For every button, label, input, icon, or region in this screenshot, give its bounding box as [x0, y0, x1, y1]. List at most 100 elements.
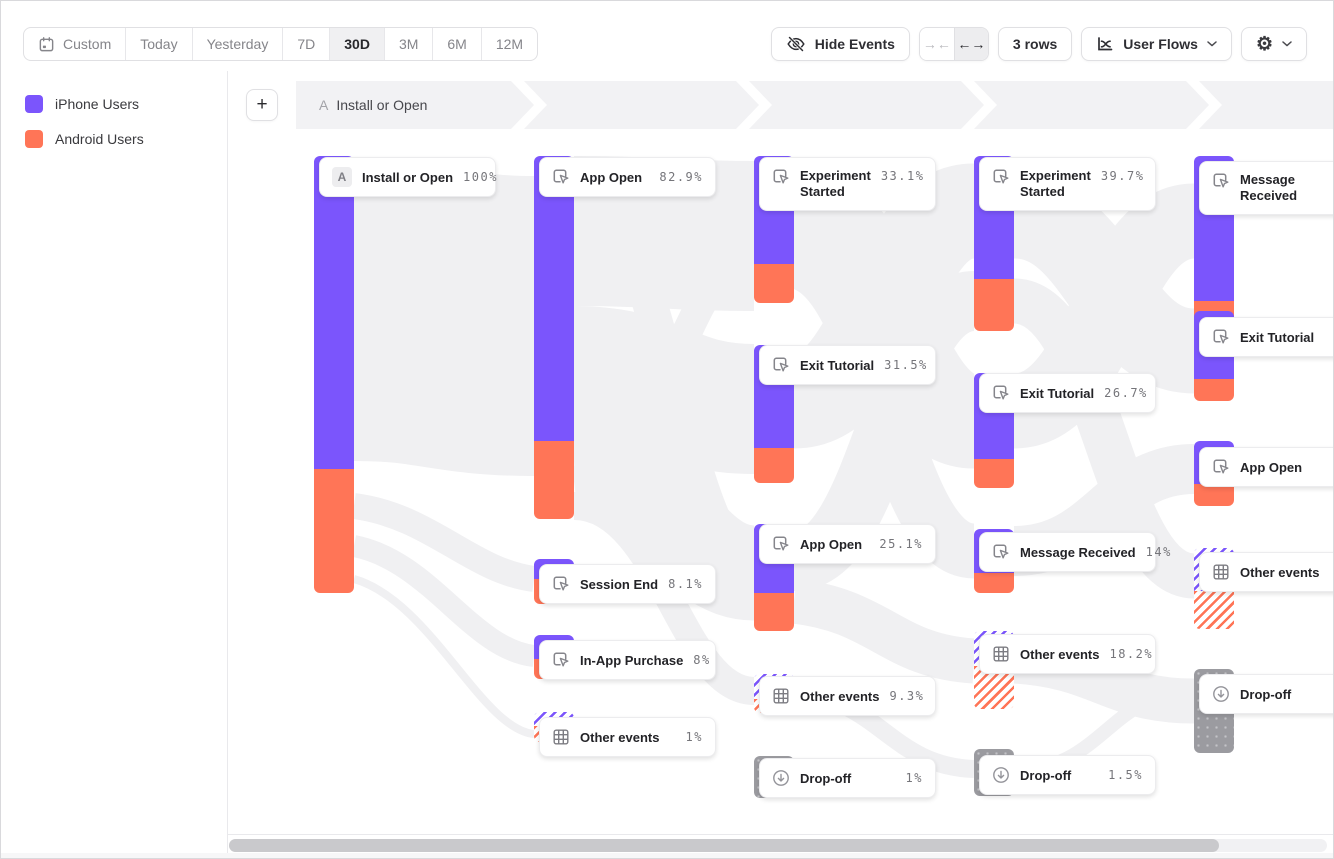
node-pct: 1.5%	[1108, 768, 1143, 782]
event-icon	[1212, 328, 1230, 346]
node-label: Drop-off	[800, 770, 852, 786]
node-label: Session End	[580, 576, 659, 592]
path-header-band[interactable]: A Install or Open	[296, 81, 1333, 129]
node-card-install-or-open[interactable]: A Install or Open 100%	[319, 157, 496, 197]
node-card-in-app-purchase[interactable]: In-App Purchase 8%	[539, 640, 716, 680]
node-label: Other events	[1240, 564, 1320, 580]
node-card-message-received[interactable]: Message Received	[1199, 161, 1333, 215]
event-icon	[772, 168, 790, 186]
node-pct: 14%	[1145, 545, 1172, 559]
date-range-7d[interactable]: 7D	[283, 28, 331, 60]
event-icon	[552, 575, 570, 593]
grid-icon	[1212, 563, 1230, 581]
horizontal-scrollbar-thumb[interactable]	[229, 839, 1219, 852]
node-card-app-open[interactable]: App Open 82.9%	[539, 157, 716, 197]
event-icon	[1212, 458, 1230, 476]
event-icon	[772, 535, 790, 553]
toolbar: Custom Today Yesterday 7D 30D 3M 6M 12M …	[1, 1, 1333, 67]
iphone-swatch	[25, 95, 43, 113]
date-range-yesterday[interactable]: Yesterday	[193, 28, 284, 60]
collapse-columns-button[interactable]: →←	[919, 28, 954, 60]
date-range-30d[interactable]: 30D	[330, 28, 385, 60]
flow-bar-install-or-open[interactable]	[314, 156, 354, 593]
node-card-experiment-started[interactable]: Experiment Started 33.1%	[759, 157, 936, 211]
gear-icon: ⚙	[1255, 33, 1273, 55]
date-range-custom[interactable]: Custom	[24, 28, 127, 60]
sidebar-divider	[227, 71, 228, 853]
node-card-session-end[interactable]: Session End 8.1%	[539, 564, 716, 604]
flows-chart-icon	[1096, 35, 1114, 53]
node-pct: 31.5%	[884, 358, 928, 372]
path-step-a[interactable]: A Install or Open	[319, 81, 427, 129]
node-card-app-open[interactable]: App Open 25.1%	[759, 524, 936, 564]
node-label: Other events	[580, 729, 660, 745]
footer-strip	[1, 853, 1333, 858]
drop-off-icon	[1212, 685, 1230, 703]
expand-icon: ←→	[957, 36, 986, 52]
node-card-drop-off[interactable]: Drop-off 1%	[759, 758, 936, 798]
node-card-other-events[interactable]: Other events 18.2%	[979, 634, 1156, 674]
path-chevron-separators	[511, 81, 1222, 129]
node-pct: 100%	[463, 170, 498, 184]
horizontal-scrollbar-track[interactable]	[229, 839, 1327, 852]
node-pct: 33.1%	[880, 169, 925, 183]
event-icon	[552, 651, 570, 669]
node-card-other-events[interactable]: Other events	[1199, 552, 1333, 592]
chevron-down-icon	[1207, 41, 1217, 47]
date-range-label: Custom	[63, 36, 112, 52]
node-label: Exit Tutorial	[1240, 329, 1315, 345]
legend-item-android[interactable]: Android Users	[25, 130, 144, 148]
rows-button[interactable]: 3 rows	[997, 27, 1073, 61]
node-card-app-open[interactable]: App Open	[1199, 447, 1333, 487]
step-badge: A	[319, 97, 329, 113]
step-label: Install or Open	[336, 97, 428, 113]
node-pct: 1%	[905, 771, 923, 785]
drop-off-icon	[992, 766, 1010, 784]
date-range-12m[interactable]: 12M	[495, 36, 524, 52]
event-icon	[992, 384, 1010, 402]
chart-bottom-border	[227, 834, 1333, 835]
date-range-today[interactable]: Today	[126, 28, 193, 60]
node-label: Install or Open	[362, 169, 454, 185]
expand-columns-button[interactable]: ←→	[953, 28, 988, 60]
node-pct: 18.2%	[1109, 647, 1154, 661]
legend-item-iphone[interactable]: iPhone Users	[25, 95, 144, 113]
date-range-control: Custom Today Yesterday 7D 30D 3M 6M 12M	[23, 27, 539, 61]
settings-button[interactable]: ⚙	[1240, 27, 1307, 61]
node-card-drop-off[interactable]: Drop-off 1.5%	[979, 755, 1156, 795]
node-label: App Open	[580, 169, 643, 185]
node-pct: 82.9%	[659, 170, 703, 184]
column-width-control: →← ←→	[918, 27, 989, 61]
grid-icon	[992, 645, 1010, 663]
event-icon	[552, 168, 570, 186]
node-card-experiment-started[interactable]: Experiment Started 39.7%	[979, 157, 1156, 211]
node-label: Experiment Started	[1020, 168, 1091, 199]
view-selector-button[interactable]: User Flows	[1081, 27, 1232, 61]
date-range-6m[interactable]: 6M	[433, 28, 482, 60]
add-step-button[interactable]: +	[246, 89, 278, 121]
node-label: Message Received	[1240, 172, 1298, 203]
node-pct: 9.3%	[889, 689, 925, 703]
node-card-other-events[interactable]: Other events 1%	[539, 717, 716, 757]
date-range-3m[interactable]: 3M	[385, 28, 434, 60]
node-card-other-events[interactable]: Other events 9.3%	[759, 676, 936, 716]
node-label: In-App Purchase	[580, 652, 684, 668]
event-icon	[1212, 172, 1230, 190]
event-icon	[772, 356, 790, 374]
node-label: Exit Tutorial	[1020, 385, 1095, 401]
grid-icon	[552, 728, 570, 746]
node-pct: 8.1%	[668, 577, 703, 591]
event-icon	[992, 543, 1010, 561]
node-card-message-received[interactable]: Message Received 14%	[979, 532, 1170, 572]
node-pct: 1%	[685, 730, 703, 744]
collapse-icon: →←	[922, 36, 951, 52]
flow-bar-app-open[interactable]	[534, 156, 574, 519]
legend: iPhone Users Android Users	[25, 95, 144, 148]
node-card-exit-tutorial[interactable]: Exit Tutorial 26.7%	[979, 373, 1156, 413]
node-label: Message Received	[1020, 544, 1136, 560]
node-label: Other events	[1020, 646, 1100, 662]
node-card-exit-tutorial[interactable]: Exit Tutorial	[1199, 317, 1333, 357]
node-card-exit-tutorial[interactable]: Exit Tutorial 31.5%	[759, 345, 936, 385]
hide-events-button[interactable]: Hide Events	[770, 27, 910, 61]
node-card-drop-off[interactable]: Drop-off	[1199, 674, 1333, 714]
